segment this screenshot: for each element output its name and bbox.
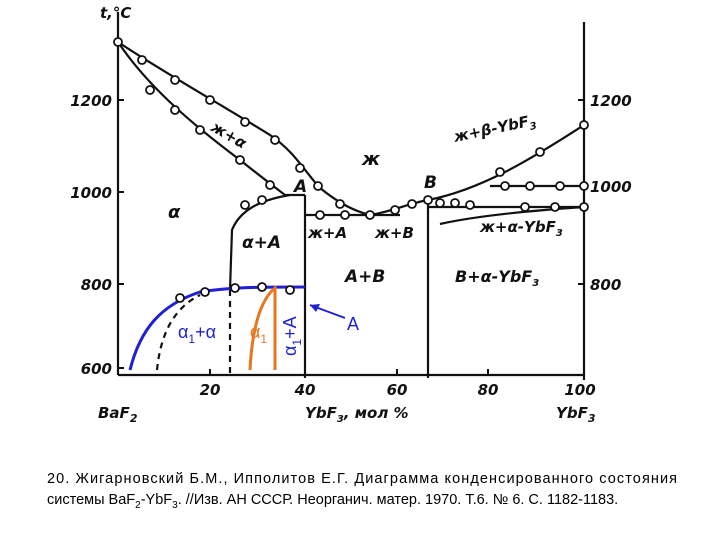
tick-label: 1200 [590,92,632,110]
tick-label: 1000 [590,178,632,196]
tick-label: 100 [564,381,595,399]
region-label: B+α-YbF3 [455,267,539,289]
text-part: 3 [529,121,538,133]
tick-label: 1000 [70,184,112,202]
text-part: α [250,322,260,342]
tick-label: 800 [81,276,112,294]
text-part: YbF [305,404,338,422]
tick-label: 1200 [70,92,112,110]
region-label: ж+α-YbF3 [479,218,563,239]
text-part: 2 [135,500,141,511]
x-right-label: YbF3 [556,404,596,425]
text-part: 1 [260,332,267,346]
text-part: YbF [556,404,589,422]
text-part: B+α-YbF [455,267,532,286]
text-part: . //Изв. АН СССР. Неорганич. матер. 1970… [178,492,618,508]
phase-lines [117,41,585,375]
text-part: системы BaF [47,492,135,508]
text-part: 3 [556,228,563,239]
tick-label: 60 [387,381,408,399]
text-part: ж+β-YbF [451,112,531,146]
annotation: α1 [250,322,267,346]
tick-label: 600 [81,360,112,378]
text-part: -YbF [141,492,173,508]
region-label: ж+B [374,224,414,242]
region-label: ж+A [307,224,347,242]
text-part: +α [195,322,216,342]
axes [116,12,586,380]
text-part: , мол % [343,404,409,422]
annotation: α1+A [280,316,304,356]
text-part: 3 [172,500,178,511]
annotation: A [347,314,359,334]
x-left-label: BaF2 [98,404,138,425]
region-labels: ж+α ж ж+β-YbF3 α α+A ж+A ж+B A+B B+α-YbF… [168,111,563,289]
region-label: A+B [343,267,385,287]
tick-label: 800 [590,276,621,294]
region-label: α+A [242,233,281,253]
annotation: α1+α [178,322,216,346]
text-part: 2 [130,412,138,425]
text-part: 3 [588,412,596,425]
region-label: ж+β-YbF3 [451,111,538,149]
text-part: BaF [98,404,131,422]
caption: 20. Жигарновский Б.М., Ипполитов Е.Г. Ди… [47,471,677,487]
text-part: α [178,322,188,342]
data-points [113,37,589,303]
text-part: α [280,346,300,356]
caption: системы BaF2-YbF3. //Изв. АН СССР. Неорг… [47,492,618,511]
tick-label: 80 [478,381,499,399]
point-label: B [424,173,437,193]
tick-label: 20 [200,381,221,399]
x-axis-title: YbF3, мол % [305,404,409,425]
text-part: 3 [532,278,539,289]
region-label: α [168,202,181,223]
text-part: 1 [290,339,304,346]
text-part: +A [280,316,300,339]
tick-label: 40 [294,381,316,399]
text-part: ж+α-YbF [479,218,557,236]
region-label: ж [361,149,381,170]
point-label: A [292,177,307,197]
x-ticks: 20 40 60 80 100 [200,381,596,399]
right-ticks: 1200 1000 800 [590,92,632,294]
left-ticks: 1200 1000 800 600 [70,92,112,378]
text-part: 3 [337,414,344,425]
y-axis-title: t,°C [100,4,131,22]
text-part: 1 [188,332,195,346]
